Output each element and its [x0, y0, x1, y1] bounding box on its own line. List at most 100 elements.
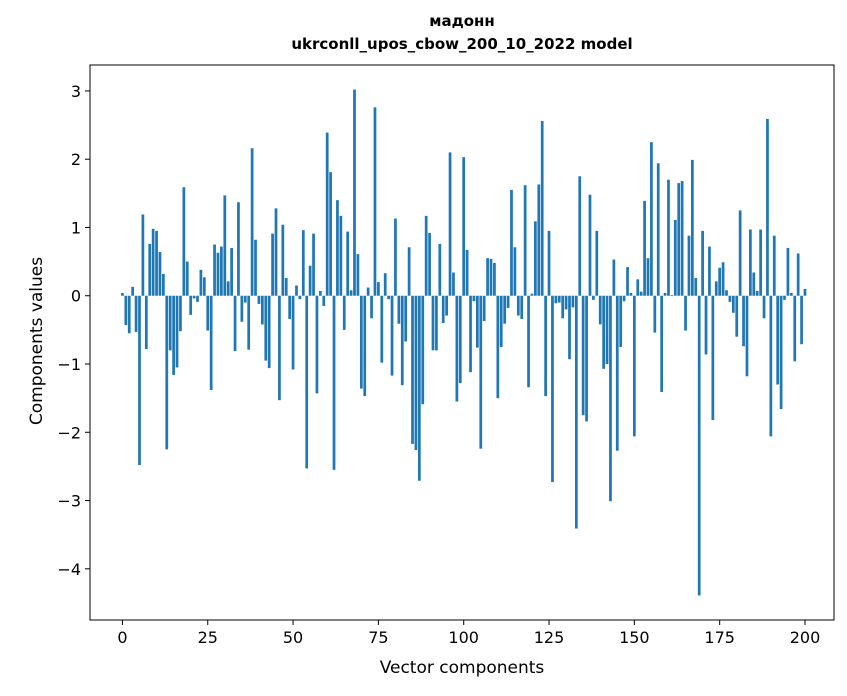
- bar: [571, 295, 575, 308]
- bar: [295, 285, 298, 296]
- bar: [632, 295, 636, 437]
- y-tick-label: −4: [57, 560, 81, 579]
- bar: [646, 258, 650, 296]
- bar: [353, 89, 356, 296]
- bar: [230, 247, 233, 296]
- bar: [605, 295, 609, 365]
- bar: [458, 295, 462, 384]
- bar: [377, 282, 380, 296]
- bar: [783, 295, 786, 300]
- bar: [226, 281, 230, 296]
- bar: [619, 295, 623, 347]
- bar: [196, 295, 199, 302]
- bar: [612, 259, 616, 296]
- bar: [769, 295, 773, 437]
- bar: [745, 295, 749, 377]
- bar: [291, 295, 295, 370]
- bar: [691, 159, 694, 296]
- y-tick-label: −2: [57, 423, 81, 442]
- bar: [779, 295, 783, 410]
- bar: [626, 267, 629, 296]
- bar: [735, 295, 739, 337]
- bar: [462, 157, 466, 296]
- bar: [772, 235, 776, 296]
- bar: [363, 295, 367, 397]
- bar: [148, 243, 152, 296]
- bar: [237, 202, 240, 296]
- bar: [493, 262, 496, 296]
- bar: [182, 187, 186, 296]
- bar: [233, 295, 237, 352]
- bar: [673, 219, 677, 296]
- bar: [489, 258, 493, 296]
- bar: [366, 287, 370, 296]
- bar: [247, 295, 251, 350]
- bar: [499, 295, 503, 347]
- bar: [455, 295, 459, 402]
- bar: [424, 215, 428, 296]
- bar: [199, 269, 203, 296]
- bar: [165, 295, 169, 450]
- bar: [762, 295, 766, 319]
- chart-title-line-2: ukrconll_upos_cbow_200_10_2022 model: [291, 35, 633, 53]
- bar: [510, 189, 513, 296]
- bar: [598, 295, 602, 325]
- bar: [271, 233, 274, 296]
- bar: [284, 277, 288, 296]
- x-tick-label: 175: [704, 628, 735, 647]
- bar: [189, 295, 193, 315]
- bar: [312, 233, 315, 296]
- x-tick-label: 50: [283, 628, 303, 647]
- bar: [349, 290, 353, 296]
- bar: [223, 195, 227, 296]
- bar: [168, 295, 172, 351]
- bar: [650, 142, 653, 296]
- bar: [513, 247, 517, 296]
- bar: [731, 295, 735, 313]
- bar: [540, 120, 544, 296]
- bar: [680, 181, 684, 296]
- x-axis-label: Vector components: [379, 658, 545, 678]
- y-tick-label: 2: [71, 150, 81, 169]
- bar: [448, 152, 452, 296]
- bar: [179, 295, 182, 332]
- bar: [537, 184, 541, 296]
- bar: [155, 230, 158, 296]
- y-tick-label: 3: [71, 82, 81, 101]
- bar: [257, 295, 261, 304]
- bar: [660, 295, 664, 392]
- bar: [568, 295, 571, 360]
- bar: [308, 265, 312, 296]
- bar: [520, 295, 524, 319]
- bar: [298, 295, 302, 300]
- bar: [588, 194, 592, 296]
- x-tick-label: 75: [368, 628, 388, 647]
- bar: [786, 247, 790, 296]
- bar: [332, 295, 336, 470]
- bar: [274, 208, 278, 296]
- bar: [202, 277, 206, 296]
- bar: [585, 295, 588, 422]
- bar: [213, 244, 216, 296]
- bar: [209, 295, 213, 390]
- bar: [243, 295, 247, 303]
- bar: [322, 295, 326, 306]
- bar: [407, 247, 411, 296]
- bar: [609, 295, 612, 502]
- bar: [380, 295, 384, 363]
- bar: [728, 295, 732, 302]
- bar: [472, 295, 476, 302]
- bar: [438, 243, 442, 296]
- bar: [346, 231, 350, 296]
- bar: [336, 200, 339, 296]
- bar: [138, 295, 141, 466]
- bar: [124, 295, 128, 326]
- bar: [711, 295, 715, 420]
- bar: [414, 295, 418, 451]
- bar: [506, 295, 510, 309]
- bar: [479, 295, 483, 449]
- bar: [329, 172, 332, 296]
- bar: [260, 295, 264, 325]
- bar: [636, 279, 640, 296]
